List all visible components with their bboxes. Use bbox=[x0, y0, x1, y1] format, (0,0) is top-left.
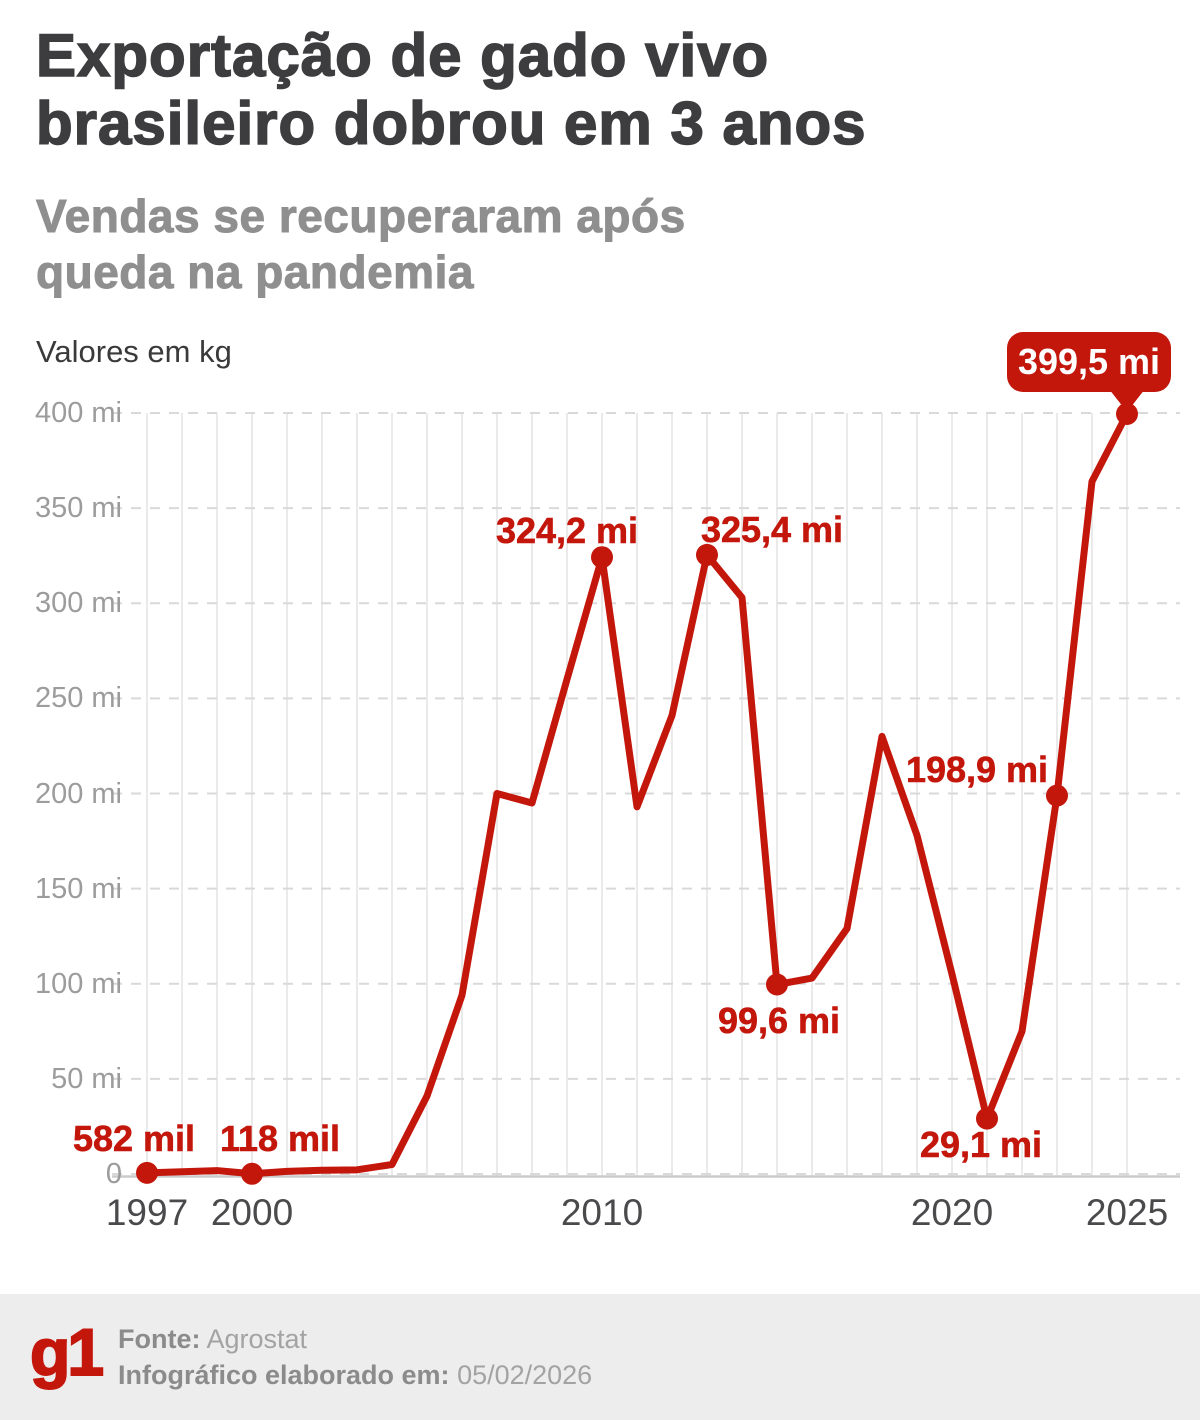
value-label-1997: 582 mil bbox=[72, 1117, 196, 1160]
subtitle-line-1: Vendas se recuperaram após bbox=[36, 190, 686, 243]
value-label-2021: 29,1 mi bbox=[919, 1123, 1043, 1165]
x-axis-tick-2010: 2010 bbox=[560, 1192, 644, 1233]
title-line-2: brasileiro dobrou em 3 anos bbox=[35, 89, 867, 158]
value-badge-2025: 399,5 mi bbox=[1007, 331, 1171, 412]
y-axis-tick-300: 300 mi bbox=[34, 587, 122, 620]
trend-line bbox=[143, 410, 1131, 1178]
footer-credits: Fonte: Agrostat Infográfico elaborado em… bbox=[118, 1321, 592, 1393]
subtitle-line-2: queda na pandemia bbox=[36, 246, 474, 299]
y-axis-tick-0: 0 bbox=[105, 1158, 122, 1190]
y-axis-tick-350: 350 mi bbox=[34, 492, 122, 525]
source-line: Fonte: Agrostat bbox=[118, 1321, 592, 1357]
value-label-2013: 325,4 mi bbox=[700, 508, 844, 551]
date-label: Infográfico elaborado em: bbox=[118, 1360, 450, 1390]
title-line-1: Exportação de gado vivo bbox=[35, 21, 770, 90]
page-subtitle: Vendas se recuperaram após queda na pand… bbox=[36, 188, 686, 300]
x-axis-tick-2025: 2025 bbox=[1085, 1192, 1169, 1233]
x-axis-tick-1997: 1997 bbox=[105, 1192, 189, 1233]
value-label-2015: 99,6 mi bbox=[717, 999, 841, 1041]
y-axis-tick-400: 400 mi bbox=[34, 397, 122, 429]
source-value: Agrostat bbox=[206, 1324, 308, 1354]
y-axis-tick-50: 50 mi bbox=[51, 1062, 122, 1095]
y-axis-tick-100: 100 mi bbox=[34, 967, 122, 1000]
data-point-2015 bbox=[766, 973, 788, 996]
source-label: Fonte: bbox=[118, 1324, 201, 1354]
footer: g1 Fonte: Agrostat Infográfico elaborado… bbox=[0, 1294, 1200, 1420]
value-label-2010: 324,2 mi bbox=[495, 510, 639, 552]
value-label-2023: 198,9 mi bbox=[905, 748, 1049, 790]
y-axis-tick-150: 150 mi bbox=[34, 872, 122, 905]
data-point-2000 bbox=[241, 1162, 263, 1185]
data-point-2013 bbox=[696, 543, 718, 566]
data-point-2021 bbox=[976, 1107, 998, 1130]
date-line: Infográfico elaborado em: 05/02/2026 bbox=[118, 1357, 592, 1393]
value-label-2000: 118 mil bbox=[219, 1117, 341, 1159]
data-point-1997 bbox=[136, 1161, 158, 1184]
data-point-2010 bbox=[591, 546, 613, 569]
axis-unit-label: Valores em kg bbox=[36, 334, 232, 369]
y-axis-tick-250: 250 mi bbox=[34, 682, 122, 715]
data-point-2023 bbox=[1046, 784, 1068, 807]
page-title: Exportação de gado vivo brasileiro dobro… bbox=[35, 21, 867, 158]
g1-logo: g1 bbox=[29, 1314, 105, 1390]
y-axis-tick-200: 200 mi bbox=[34, 777, 122, 810]
date-value: 05/02/2026 bbox=[457, 1360, 593, 1390]
x-axis-tick-2020: 2020 bbox=[910, 1192, 994, 1233]
x-axis-tick-2000: 2000 bbox=[210, 1192, 294, 1233]
